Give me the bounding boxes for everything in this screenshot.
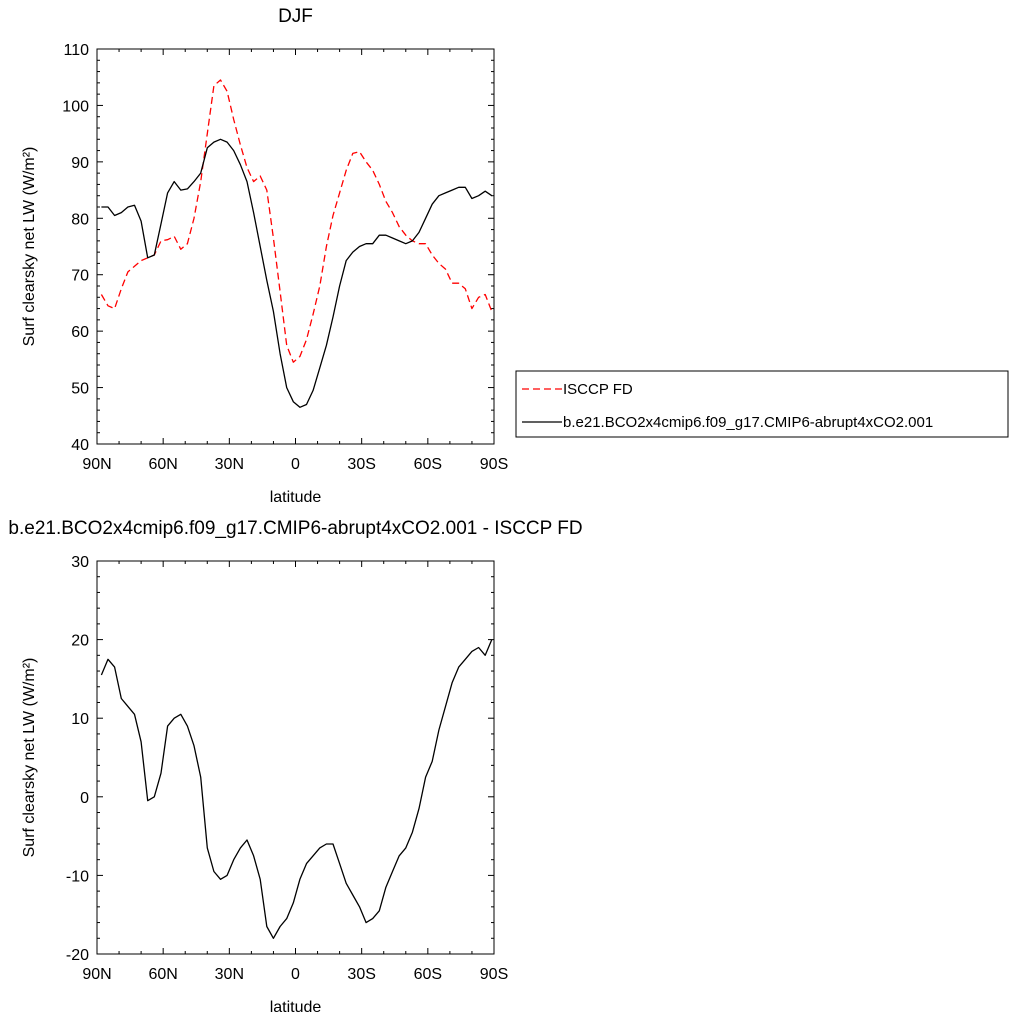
y-tick-label: 0 (80, 790, 89, 807)
x-tick-label: 60N (148, 456, 177, 473)
x-tick-label: 90N (82, 456, 111, 473)
x-axis-label: latitude (270, 999, 322, 1016)
y-tick-label: 60 (71, 324, 89, 341)
x-tick-label: 30S (347, 966, 375, 983)
chart-title: DJF (278, 6, 313, 27)
x-tick-label: 90N (82, 966, 111, 983)
y-axis-label: Surf clearsky net LW (W/m²) (21, 147, 38, 347)
series-line-model (101, 138, 493, 408)
legend-label: ISCCP FD (563, 381, 633, 398)
x-tick-label: 30N (215, 966, 244, 983)
y-tick-label: 50 (71, 381, 89, 398)
y-tick-label: 40 (71, 437, 89, 454)
series-line-model (100, 639, 493, 939)
x-tick-label: 60N (148, 966, 177, 983)
x-tick-label: 30S (347, 456, 375, 473)
legend-box (515, 370, 1009, 438)
x-tick-label: 30N (215, 456, 244, 473)
y-tick-label: 110 (63, 42, 89, 59)
x-tick-label: 60S (414, 456, 442, 473)
chart-title: b.e21.BCO2x4cmip6.f09_g17.CMIP6-abrupt4x… (8, 518, 582, 539)
y-axis-label: Surf clearsky net LW (W/m²) (21, 658, 38, 858)
x-tick-label: 0 (291, 456, 300, 473)
y-tick-label: 70 (71, 268, 89, 285)
x-tick-label: 0 (291, 966, 300, 983)
y-tick-label: 80 (71, 211, 89, 228)
y-tick-label: -10 (66, 868, 89, 885)
y-tick-label: 10 (71, 711, 89, 728)
x-tick-label: 90S (480, 456, 508, 473)
y-tick-label: -20 (66, 947, 89, 964)
y-tick-label: 90 (71, 155, 89, 172)
x-axis-label: latitude (270, 489, 322, 506)
y-tick-label: 100 (62, 98, 89, 115)
y-tick-label: 30 (71, 554, 89, 571)
series-line-isccp-fd (100, 79, 493, 363)
x-tick-label: 60S (414, 966, 442, 983)
legend-label: b.e21.BCO2x4cmip6.f09_g17.CMIP6-abrupt4x… (563, 414, 933, 431)
y-tick-label: 20 (71, 633, 89, 650)
x-tick-label: 90S (480, 966, 508, 983)
